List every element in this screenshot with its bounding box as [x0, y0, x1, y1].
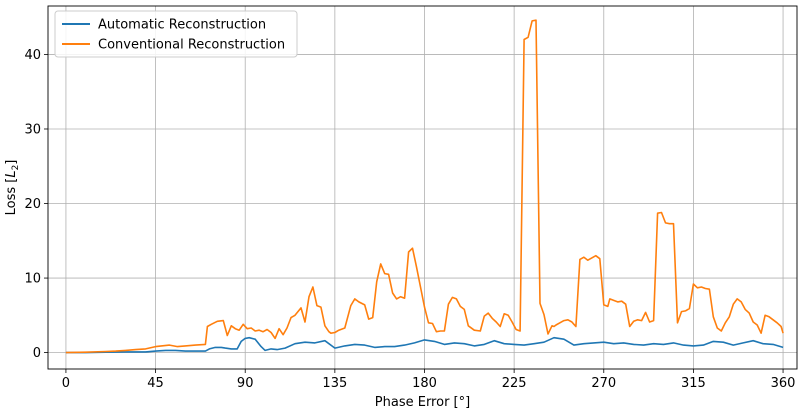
y-tick-label: 10: [24, 272, 41, 287]
y-axis-label: Loss [L2]: [4, 160, 21, 216]
series-lines: [65, 19, 784, 354]
x-tick-label: 90: [237, 376, 254, 391]
plot-frame: [47, 5, 798, 370]
x-tick-label: 135: [322, 376, 347, 391]
y-axis-label-subscript: 2: [11, 165, 21, 171]
grid: [48, 6, 797, 369]
x-axis-label: Phase Error [°]: [375, 395, 470, 410]
x-tick-label: 360: [771, 376, 796, 391]
y-tick-label: 30: [24, 122, 41, 137]
series-line-automatic: [65, 336, 784, 354]
y-tick-label: 0: [33, 346, 41, 361]
y-tick-label: 20: [24, 197, 41, 212]
y-axis-label-symbol: L: [4, 170, 19, 177]
x-tick-label: 270: [591, 376, 616, 391]
legend-label-automatic: Automatic Reconstruction: [98, 18, 266, 33]
y-axis-label-text: Loss [: [4, 178, 19, 216]
x-tick-label: 0: [62, 376, 70, 391]
legend: Automatic Reconstruction Conventional Re…: [54, 10, 298, 58]
x-tick-label: 225: [502, 376, 527, 391]
axis-ticks: 0 45 90 135 180 225 270 315 360 0 10 20 30 40: [24, 48, 795, 391]
x-tick-label: 45: [147, 376, 164, 391]
legend-label-conventional: Conventional Reconstruction: [98, 38, 285, 53]
x-tick-label: 180: [412, 376, 437, 391]
y-axis-label-end: ]: [4, 160, 19, 165]
x-tick-label: 315: [681, 376, 706, 391]
legend-box: [54, 10, 298, 58]
series-line-conventional: [65, 19, 784, 354]
y-tick-label: 40: [24, 48, 41, 63]
